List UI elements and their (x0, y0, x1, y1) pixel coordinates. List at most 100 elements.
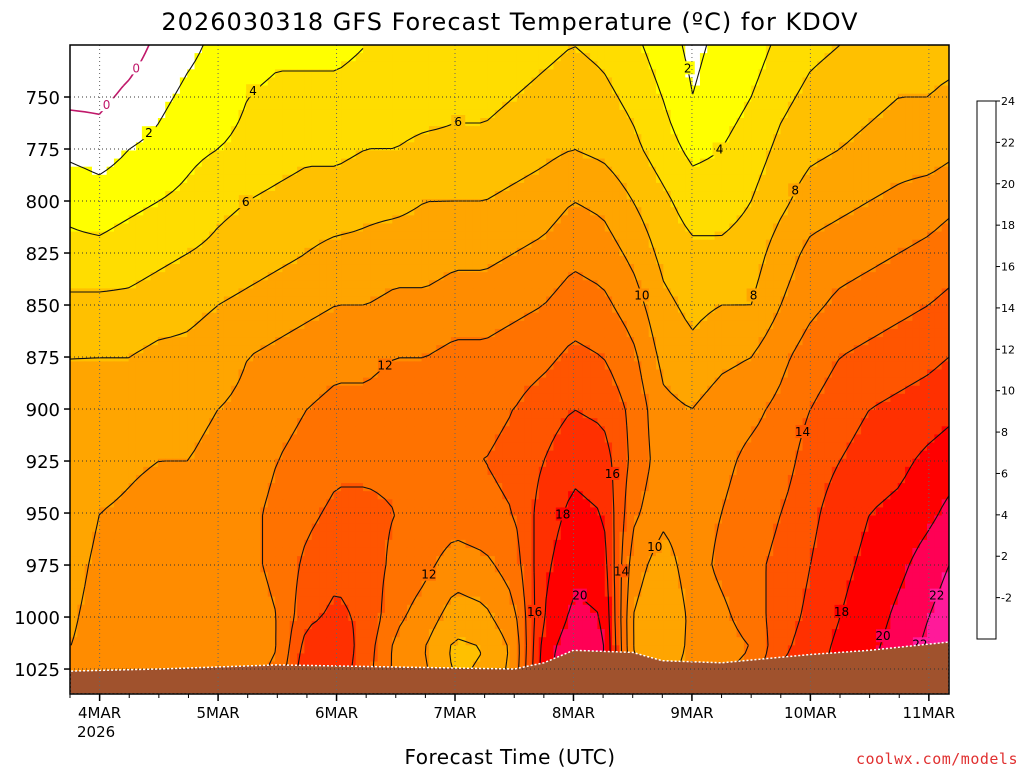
heatmap-cell (905, 85, 913, 95)
heatmap-cell (179, 272, 188, 281)
heatmap-cell (905, 264, 913, 273)
heatmap-cell (121, 158, 130, 168)
heatmap-cell (121, 53, 130, 62)
heatmap-cell (839, 280, 848, 289)
heatmap-cell (91, 101, 100, 111)
heatmap-cell (883, 158, 891, 168)
heatmap-cell (216, 150, 225, 160)
heatmap-cell (465, 158, 474, 168)
heatmap-cell (106, 239, 115, 249)
heatmap-cell (245, 280, 254, 289)
heatmap-cell (590, 69, 598, 79)
heatmap-cell (604, 101, 613, 111)
heatmap-cell (201, 93, 210, 103)
heatmap-cell (113, 320, 122, 330)
heatmap-cell (480, 215, 489, 225)
heatmap-cell (509, 45, 518, 54)
heatmap-cell (919, 77, 928, 87)
heatmap-cell (875, 288, 884, 298)
heatmap-cell (297, 369, 305, 379)
heatmap-cell (729, 77, 738, 87)
heatmap-cell (582, 53, 591, 62)
heatmap-cell (560, 101, 569, 111)
heatmap-cell (795, 207, 804, 216)
heatmap-cell (216, 182, 225, 192)
heatmap-cell (875, 353, 884, 362)
heatmap-cell (113, 77, 122, 87)
heatmap-cell (839, 247, 848, 257)
heatmap-cell (341, 118, 349, 127)
heatmap-cell (450, 231, 459, 241)
heatmap-cell (524, 142, 533, 152)
heatmap-cell (582, 182, 591, 192)
heatmap-cell (187, 353, 196, 362)
heatmap-cell (839, 264, 848, 273)
heatmap-cell (670, 207, 679, 216)
heatmap-cell (304, 174, 313, 184)
heatmap-cell (341, 142, 349, 152)
heatmap-cell (751, 280, 760, 289)
heatmap-cell (121, 199, 130, 208)
heatmap-cell (150, 150, 159, 160)
heatmap-cell (685, 361, 694, 371)
heatmap-cell (795, 369, 804, 379)
heatmap-cell (927, 215, 935, 225)
heatmap-cell (106, 61, 115, 70)
heatmap-cell (414, 158, 423, 168)
heatmap-cell (428, 174, 437, 184)
heatmap-cell (275, 264, 284, 273)
heatmap-cell (128, 369, 137, 379)
heatmap-cell (546, 53, 555, 62)
heatmap-cell (487, 118, 496, 127)
heatmap-cell (582, 280, 591, 289)
heatmap-cell (575, 101, 584, 111)
heatmap-cell (223, 280, 232, 289)
heatmap-cell (604, 353, 613, 362)
heatmap-cell (612, 61, 620, 70)
heatmap-cell (384, 239, 393, 249)
heatmap-cell (729, 304, 738, 314)
heatmap-cell (209, 272, 218, 281)
heatmap-cell (363, 361, 371, 371)
heatmap-cell (275, 328, 284, 338)
heatmap-cell (707, 85, 716, 95)
heatmap-cell (765, 191, 774, 200)
heatmap-cell (399, 174, 408, 184)
heatmap-cell (113, 101, 122, 111)
heatmap-cell (626, 345, 635, 354)
heatmap-cell (875, 345, 884, 354)
heatmap-cell (568, 304, 577, 314)
heatmap-cell (143, 101, 152, 111)
heatmap-cell (641, 215, 650, 225)
heatmap-cell (443, 345, 452, 354)
heatmap-cell (546, 296, 555, 306)
heatmap-cell (817, 158, 826, 168)
heatmap-cell (809, 328, 818, 338)
heatmap-cell (809, 320, 818, 330)
heatmap-cell (736, 361, 745, 371)
heatmap-cell (487, 280, 496, 289)
heatmap-cell (472, 134, 481, 143)
heatmap-cell (84, 377, 93, 387)
heatmap-cell (729, 85, 738, 95)
heatmap-cell (919, 182, 928, 192)
heatmap-cell (934, 142, 943, 152)
heatmap-cell (597, 247, 606, 257)
heatmap-cell (795, 215, 804, 225)
heatmap-cell (516, 304, 525, 314)
heatmap-cell (787, 207, 796, 216)
heatmap-cell (802, 304, 811, 314)
heatmap-cell (165, 61, 174, 70)
heatmap-cell (568, 101, 577, 111)
heatmap-cell (157, 182, 166, 192)
heatmap-cell (458, 207, 467, 216)
heatmap-cell (509, 223, 518, 233)
heatmap-cell (692, 239, 701, 249)
heatmap-cell (472, 53, 481, 62)
heatmap-cell (685, 247, 694, 257)
heatmap-cell (480, 312, 489, 322)
heatmap-cell (546, 280, 555, 289)
heatmap-cell (707, 199, 716, 208)
heatmap-cell (436, 182, 445, 192)
heatmap-cell (582, 142, 591, 152)
